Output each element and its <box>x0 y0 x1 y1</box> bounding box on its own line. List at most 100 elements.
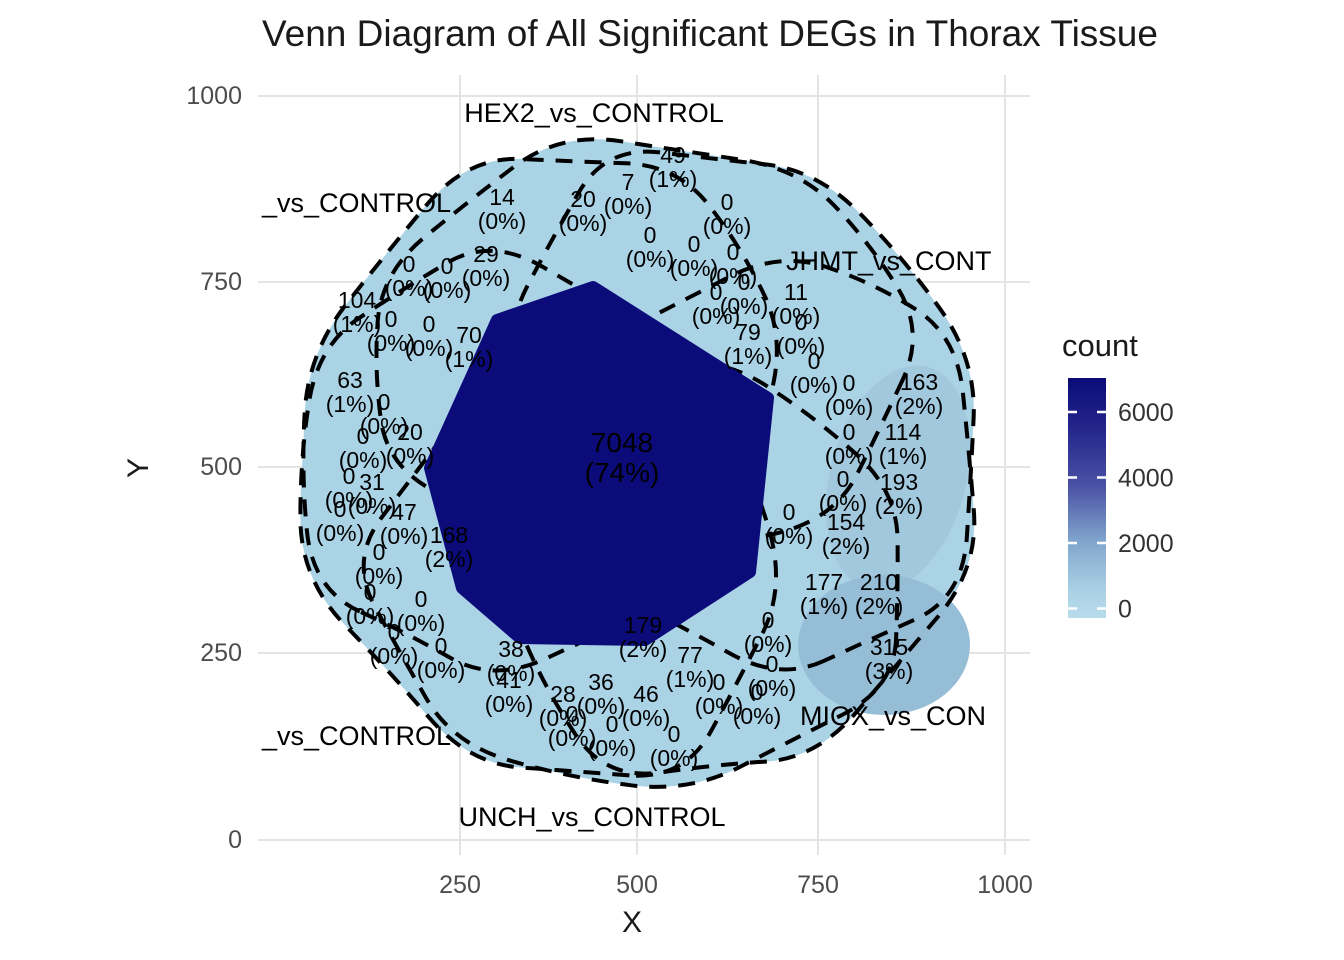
venn-region-count-label: 0 (0%) <box>588 711 637 761</box>
legend-tick-0: 0 <box>1118 596 1132 624</box>
venn-region-count-label: 0 (0%) <box>385 251 434 301</box>
venn-region-count-label: 0 (0%) <box>748 651 797 701</box>
venn-region-count-label: 0 (0%) <box>370 619 419 669</box>
venn-region-count-label: 0 (0%) <box>733 679 782 729</box>
venn-region-count-label: 70 (1%) <box>445 322 494 372</box>
venn-region-count-label: 114 (1%) <box>879 419 928 469</box>
venn-set-name-label: HEX2_vs_CONTROL <box>464 98 724 128</box>
venn-region-count-label: 49 (1%) <box>649 142 698 192</box>
legend-tick-2000: 2000 <box>1118 530 1174 558</box>
venn-region-count-label: 20 (0%) <box>386 419 435 469</box>
venn-region-count-label: 36 (0%) <box>577 669 626 719</box>
venn-region-count-label: 0 (0%) <box>397 586 446 636</box>
venn-region-count-label: 0 (0%) <box>720 269 769 319</box>
venn-region-count-label: 0 (0%) <box>744 607 793 657</box>
x-tick-750: 750 <box>797 871 839 899</box>
venn-center-intersection <box>424 281 774 646</box>
plot-title: Venn Diagram of All Significant DEGs in … <box>262 13 1158 54</box>
legend-tick-4000: 4000 <box>1118 465 1174 493</box>
venn-region-count-label: 210 (2%) <box>855 569 904 619</box>
venn-set-name-labels: HEX2_vs_CONTROL _vs_CONTROL JHMT_vs_CONT MI… <box>261 98 992 832</box>
venn-region-count-label: 46 (0%) <box>622 681 671 731</box>
venn-region-count-label: 7 (0%) <box>604 169 653 219</box>
y-tick-0: 0 <box>228 826 242 854</box>
venn-set-name-label: _vs_CONTROL <box>261 188 451 218</box>
x-axis-title: X <box>622 906 642 939</box>
y-axis-tick-labels: 1000 750 500 250 0 <box>186 82 242 854</box>
venn-region-count-label: 154 (2%) <box>822 509 871 559</box>
venn-region-count-label: 0 (0%) <box>355 539 404 589</box>
venn-region-count-label: 0 (0%) <box>367 306 416 356</box>
venn-region-count-label: 0 (0%) <box>825 419 874 469</box>
venn-region-count-label: 0 (0%) <box>405 311 454 361</box>
venn-region-count-label: 0 (0%) <box>346 579 395 629</box>
venn-region-count-label: 0 (0%) <box>703 189 752 239</box>
venn-set-name-label: _vs_CONTROL <box>261 721 451 751</box>
venn-region-count-label: 0 (0%) <box>417 633 466 683</box>
venn-region-count-label: 193 (2%) <box>875 469 924 519</box>
venn-region-count-label: 163 (2%) <box>895 369 944 419</box>
venn-region-count-label: 0 (0%) <box>360 389 409 439</box>
venn-region-count-label: 0 (0%) <box>777 309 826 359</box>
venn-set-blob-outline <box>361 359 900 789</box>
venn-region-count-label: 0 (0%) <box>692 279 741 329</box>
venn-region-count-label: 0 (0%) <box>339 423 388 473</box>
venn-region-count-label: 0 (0%) <box>548 701 597 751</box>
venn-darker-count-patches <box>798 365 971 715</box>
legend-colorbar <box>1068 378 1106 618</box>
venn-region-count-label: 0 (0%) <box>825 370 874 420</box>
venn-region-count-label: 0 (0%) <box>695 669 744 719</box>
y-tick-750: 750 <box>200 268 242 296</box>
venn-region-count-label: 11 (0%) <box>772 279 821 329</box>
venn-set-name-label: JHMT_vs_CONT <box>786 246 992 276</box>
venn-region-count-label: 47 (0%) <box>380 499 429 549</box>
venn-region-count-label: 0 (0%) <box>316 496 365 546</box>
venn-region-count-label: 315 (3%) <box>865 634 914 684</box>
venn-patch-right <box>825 365 971 591</box>
venn-center-count-label: 7048 (74%) <box>585 427 660 488</box>
venn-region-count-label: 31 (0%) <box>348 469 397 519</box>
x-tick-250: 250 <box>439 871 481 899</box>
y-axis-title: Y <box>122 458 155 478</box>
venn-region-count-label: 41 (0%) <box>485 667 534 717</box>
venn-region-count-label: 0 (0%) <box>650 721 699 771</box>
count-legend: count 6000 4000 2000 0 <box>1062 328 1174 624</box>
venn-region-count-label: 29 (0%) <box>462 241 511 291</box>
venn-region-count-label: 28 (0%) <box>539 681 588 731</box>
venn-region-count-label: 0 (0%) <box>325 463 374 513</box>
venn-region-count-label: 0 (0%) <box>709 239 758 289</box>
venn-region-count-label: 63 (1%) <box>326 367 375 417</box>
venn-set-blob-outline <box>298 248 778 778</box>
legend-title: count <box>1062 328 1138 363</box>
venn-set-name-label: UNCH_vs_CONTROL <box>458 802 725 832</box>
venn-region-count-label: 77 (1%) <box>666 642 715 692</box>
venn-region-count-labels: 7048 (74%)49 (1%)7 (0%)20 (0%)14 (0%)0 (0%)0 (0… <box>316 142 944 771</box>
venn-region-count-label: 168 (2%) <box>425 522 474 572</box>
venn-region-count-label: 0 (0%) <box>819 466 868 516</box>
venn-region-count-label: 0 (0%) <box>670 231 719 281</box>
venn-region-count-label: 20 (0%) <box>559 186 608 236</box>
venn-set-blob-outline <box>509 149 976 672</box>
y-tick-250: 250 <box>200 639 242 667</box>
venn-set-blob-outline <box>512 258 977 776</box>
x-axis-tick-labels: 250 500 750 1000 <box>439 871 1033 899</box>
y-tick-1000: 1000 <box>186 82 242 110</box>
x-tick-1000: 1000 <box>977 871 1033 899</box>
y-tick-500: 500 <box>200 453 242 481</box>
venn-patch-bottom-right <box>798 575 970 715</box>
venn-region-count-label: 179 (2%) <box>619 612 668 662</box>
venn-region-count-label: 14 (0%) <box>478 184 527 234</box>
venn-set-name-label: MIOX_vs_CON <box>800 701 986 731</box>
venn-region-count-label: 0 (0%) <box>423 253 472 303</box>
venn-region-count-label: 177 (1%) <box>800 569 849 619</box>
venn-region-count-label: 0 (0%) <box>626 222 675 272</box>
x-tick-500: 500 <box>616 871 658 899</box>
venn-region-count-label: 0 (0%) <box>765 499 814 549</box>
venn-region-count-label: 38 (0%) <box>487 636 536 686</box>
venn-region-count-label: 0 (0%) <box>790 348 839 398</box>
venn-region-count-label: 104 (1%) <box>333 287 382 337</box>
legend-colorbar-ticks <box>1068 410 1106 610</box>
legend-tick-6000: 6000 <box>1118 399 1174 427</box>
